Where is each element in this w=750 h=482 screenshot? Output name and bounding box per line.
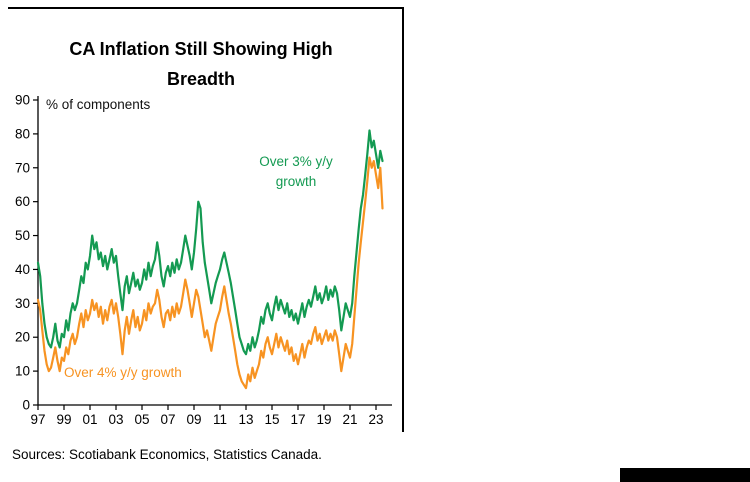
x-tick-label: 03 bbox=[108, 412, 123, 427]
x-tick-label: 11 bbox=[213, 412, 227, 427]
panel-top-border bbox=[8, 7, 404, 9]
series-label-over-3pct-line2: growth bbox=[275, 174, 317, 189]
x-tick-label: 05 bbox=[134, 412, 149, 427]
x-tick-label: 97 bbox=[30, 412, 45, 427]
x-tick-label: 21 bbox=[342, 412, 357, 427]
y-tick-label: 20 bbox=[15, 330, 30, 345]
chart-title: CA Inflation Still Showing High Breadth bbox=[15, 34, 387, 94]
y-tick-label: 80 bbox=[15, 126, 30, 141]
footer-black-bar bbox=[620, 468, 750, 482]
y-tick-label: 60 bbox=[15, 194, 30, 209]
series-label-over-3pct: Over 3% y/y growth bbox=[238, 152, 354, 192]
y-tick-label: 10 bbox=[15, 364, 30, 379]
x-tick-label: 99 bbox=[56, 412, 71, 427]
panel-right-border bbox=[402, 7, 404, 432]
x-tick-label: 07 bbox=[160, 412, 175, 427]
y-tick-label: 0 bbox=[22, 398, 30, 413]
x-tick-label: 09 bbox=[186, 412, 201, 427]
y-tick-label: 70 bbox=[15, 160, 30, 175]
y-axis-unit-label: % of components bbox=[46, 97, 151, 112]
series-label-over-3pct-line1: Over 3% y/y bbox=[259, 154, 333, 169]
x-tick-label: 13 bbox=[238, 412, 253, 427]
chart-title-line2: Breadth bbox=[166, 69, 235, 89]
x-tick-label: 23 bbox=[368, 412, 383, 427]
y-tick-label: 40 bbox=[15, 262, 30, 277]
x-tick-label: 15 bbox=[264, 412, 279, 427]
source-attribution: Sources: Scotiabank Economics, Statistic… bbox=[12, 447, 322, 462]
x-tick-label: 19 bbox=[316, 412, 331, 427]
x-tick-label: 01 bbox=[82, 412, 97, 427]
y-tick-label: 30 bbox=[15, 296, 30, 311]
y-tick-label: 50 bbox=[15, 228, 30, 243]
series-line-green bbox=[36, 129, 384, 356]
series-label-over-4pct: Over 4% y/y growth bbox=[64, 365, 182, 380]
chart-title-line1: CA Inflation Still Showing High bbox=[69, 39, 333, 59]
series-line-orange bbox=[36, 156, 384, 390]
x-tick-label: 17 bbox=[290, 412, 305, 427]
y-tick-label: 90 bbox=[15, 93, 30, 108]
